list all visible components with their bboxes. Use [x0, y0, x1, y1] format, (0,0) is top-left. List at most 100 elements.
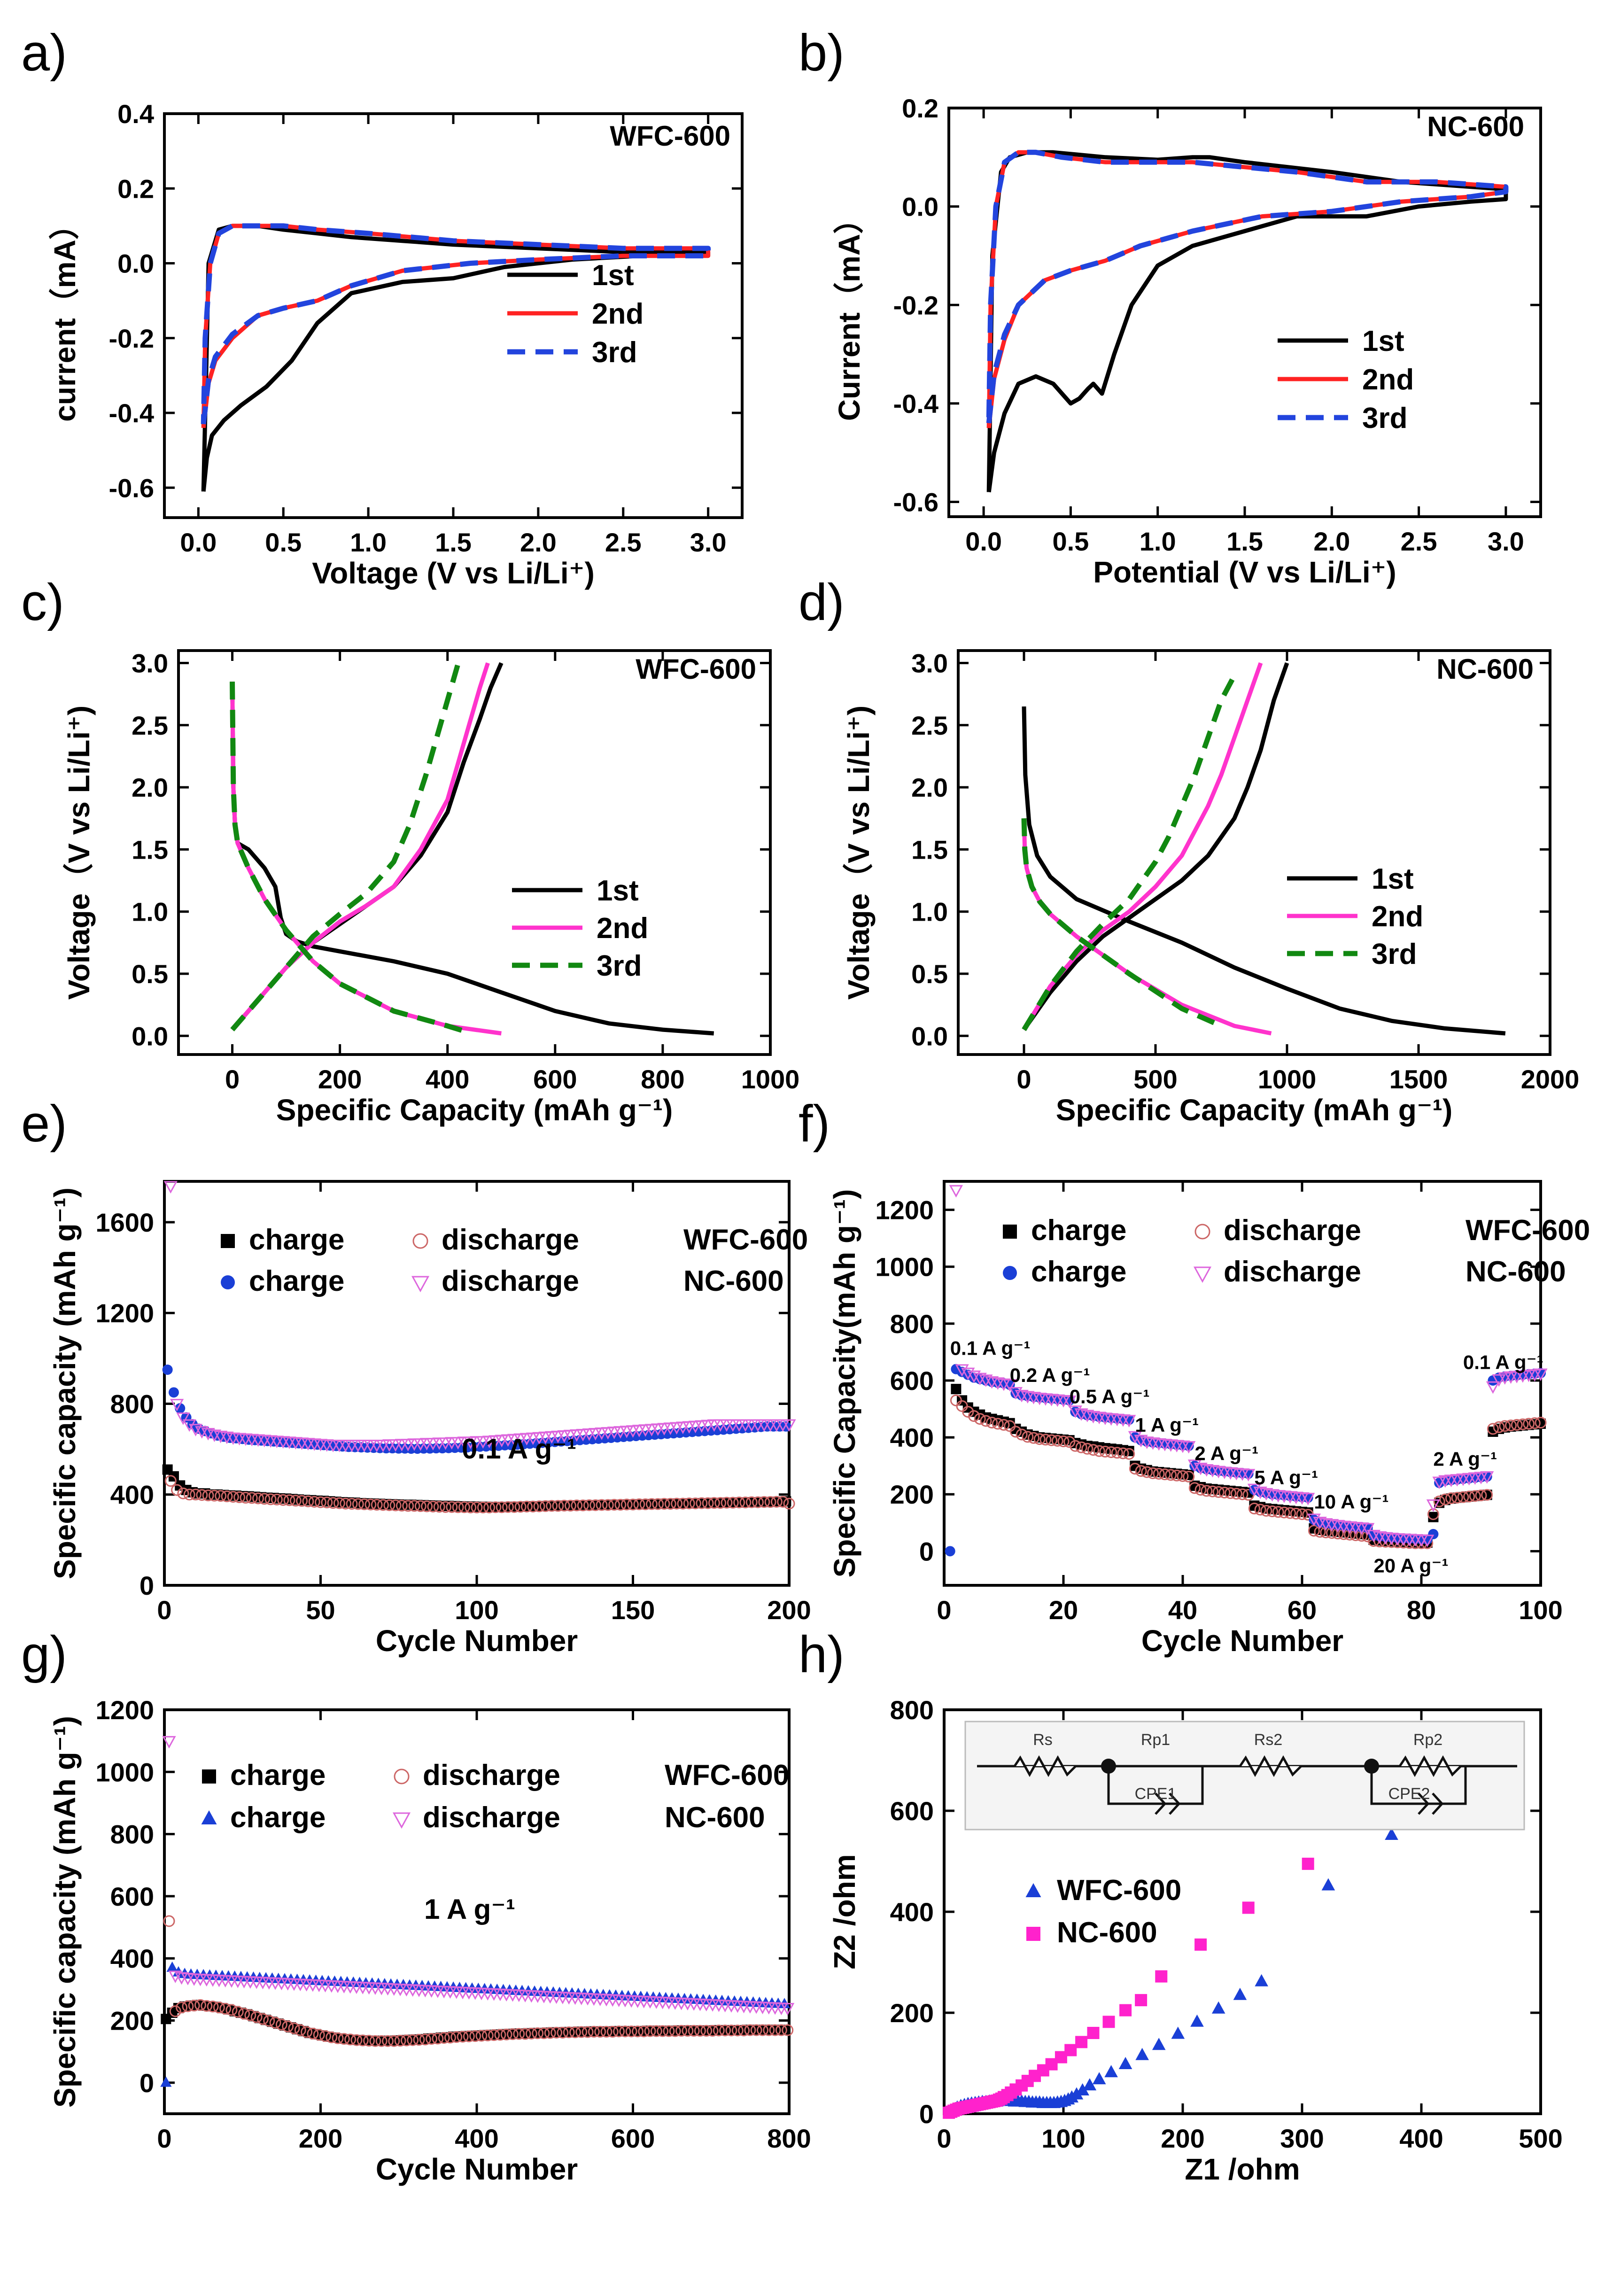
- data-point: [582, 2026, 594, 2038]
- data-point: [1003, 1266, 1017, 1280]
- data-point: [721, 1497, 733, 1509]
- resistor: [1398, 1755, 1462, 1777]
- data-point: [1099, 1445, 1111, 1458]
- annotation: NC-600: [1436, 653, 1534, 685]
- data-point: [307, 2027, 319, 2040]
- chart-panel-g: g) 0 200 400 600 800 0 200 400 600 800 1000 1200 Cycl…: [21, 1626, 811, 2186]
- data-point: [169, 2005, 181, 2017]
- data-point: [539, 1500, 551, 1512]
- data-point: [163, 1915, 175, 1927]
- data-point: [1254, 1504, 1266, 1516]
- data-point: [344, 2033, 357, 2046]
- data-point: [1003, 1379, 1017, 1392]
- data-point: [256, 2013, 269, 2025]
- data-point: [731, 2025, 744, 2037]
- data-point: [607, 1427, 621, 1439]
- y-axis-label: Voltage（V vs Li/Li⁺): [62, 706, 96, 1000]
- data-point: [525, 2027, 537, 2040]
- x-axis-label: Specific Capacity (mAh g⁻¹): [276, 1093, 673, 1127]
- data-point: [389, 1499, 402, 1512]
- legend-label: discharge: [423, 1759, 560, 1792]
- data-point: [283, 1494, 295, 1506]
- data-point: [951, 1384, 962, 1395]
- data-point: [1190, 2014, 1204, 2027]
- data-point: [494, 2029, 506, 2041]
- data-point: [213, 2001, 225, 2014]
- data-point: [538, 1431, 552, 1444]
- x-tick-label: 600: [611, 2124, 655, 2153]
- data-point: [246, 1492, 258, 1504]
- data-point: [1124, 1446, 1134, 1457]
- plot-frame: [163, 112, 744, 519]
- data-point: [619, 2025, 631, 2038]
- data-point: [608, 1498, 620, 1511]
- x-tick-label: 200: [318, 1064, 362, 1094]
- data-point: [363, 2035, 375, 2047]
- cpe-element: [1169, 1792, 1181, 1815]
- data-point: [563, 2026, 575, 2039]
- data-point: [1087, 2027, 1100, 2039]
- data-point: [968, 1410, 980, 1422]
- data-point: [520, 1500, 533, 1513]
- data-point: [552, 1500, 564, 1512]
- data-point: [1260, 1505, 1272, 1517]
- data-point: [1025, 1883, 1041, 1897]
- data-point: [551, 2026, 563, 2039]
- data-point: [471, 1501, 483, 1513]
- y-axis-label: Specific capacity (mAh g⁻¹): [48, 1187, 82, 1579]
- y-tick-label: 400: [110, 1944, 154, 1973]
- legend-label: charge: [1031, 1256, 1126, 1288]
- x-tick-label: 40: [1168, 1595, 1197, 1625]
- x-tick-label: 600: [533, 1064, 577, 1094]
- data-point: [458, 1501, 470, 1513]
- y-tick-label: 400: [110, 1480, 154, 1510]
- annotation: NC-600: [1427, 111, 1524, 142]
- data-point: [663, 2025, 675, 2037]
- data-point: [233, 1491, 246, 1504]
- data-point: [744, 2024, 756, 2036]
- data-point: [1177, 1470, 1189, 1482]
- legend-label: NC-600: [1057, 1916, 1157, 1949]
- x-tick-label: 500: [1133, 1064, 1177, 1094]
- data-point: [625, 2025, 637, 2038]
- legend-label: 2nd: [597, 912, 648, 945]
- data-point: [669, 1422, 684, 1435]
- x-tick-label: 80: [1407, 1595, 1436, 1625]
- data-point: [677, 1497, 689, 1510]
- x-tick-label: 800: [767, 2124, 811, 2153]
- data-point: [1076, 2083, 1089, 2095]
- data-point: [1241, 1469, 1256, 1482]
- x-tick-label: 0: [937, 2124, 951, 2153]
- series: [161, 2000, 790, 2046]
- x-tick-label: 20: [1049, 1595, 1078, 1625]
- data-point: [1248, 1502, 1260, 1514]
- legend-label: WFC-600: [1466, 1214, 1590, 1247]
- series-line: [1022, 674, 1237, 1031]
- data-point: [327, 1497, 339, 1509]
- y-tick-label: 400: [890, 1423, 934, 1452]
- data-point: [376, 1440, 390, 1452]
- data-point: [1153, 1468, 1165, 1480]
- data-point: [411, 1276, 430, 1293]
- plot-frame: [947, 107, 1542, 518]
- data-point: [1361, 1523, 1375, 1536]
- data-point: [451, 1437, 465, 1450]
- chart-panel-c: c) 0 200 400 600 800 1000 0.0 0.5 1.0 1.5 2.0 2.5 3.0…: [21, 574, 799, 1127]
- data-point: [277, 1494, 289, 1506]
- x-tick-label: 0.0: [965, 527, 1002, 556]
- x-tick-label: 1.0: [1140, 527, 1176, 556]
- x-tick-label: 1500: [1389, 1064, 1448, 1094]
- data-point: [998, 1419, 1010, 1431]
- data-point: [657, 1423, 671, 1436]
- data-point: [613, 2025, 625, 2038]
- panel-label: d): [799, 574, 845, 631]
- data-point: [1523, 1418, 1535, 1430]
- data-point: [1092, 2072, 1106, 2085]
- data-point: [546, 1500, 558, 1512]
- data-point: [1480, 1471, 1494, 1484]
- y-tick-label: 0: [140, 1571, 154, 1600]
- circuit-label: Rp2: [1413, 1731, 1442, 1749]
- data-point: [514, 1501, 527, 1513]
- data-point: [520, 1433, 534, 1446]
- data-point: [400, 2034, 412, 2047]
